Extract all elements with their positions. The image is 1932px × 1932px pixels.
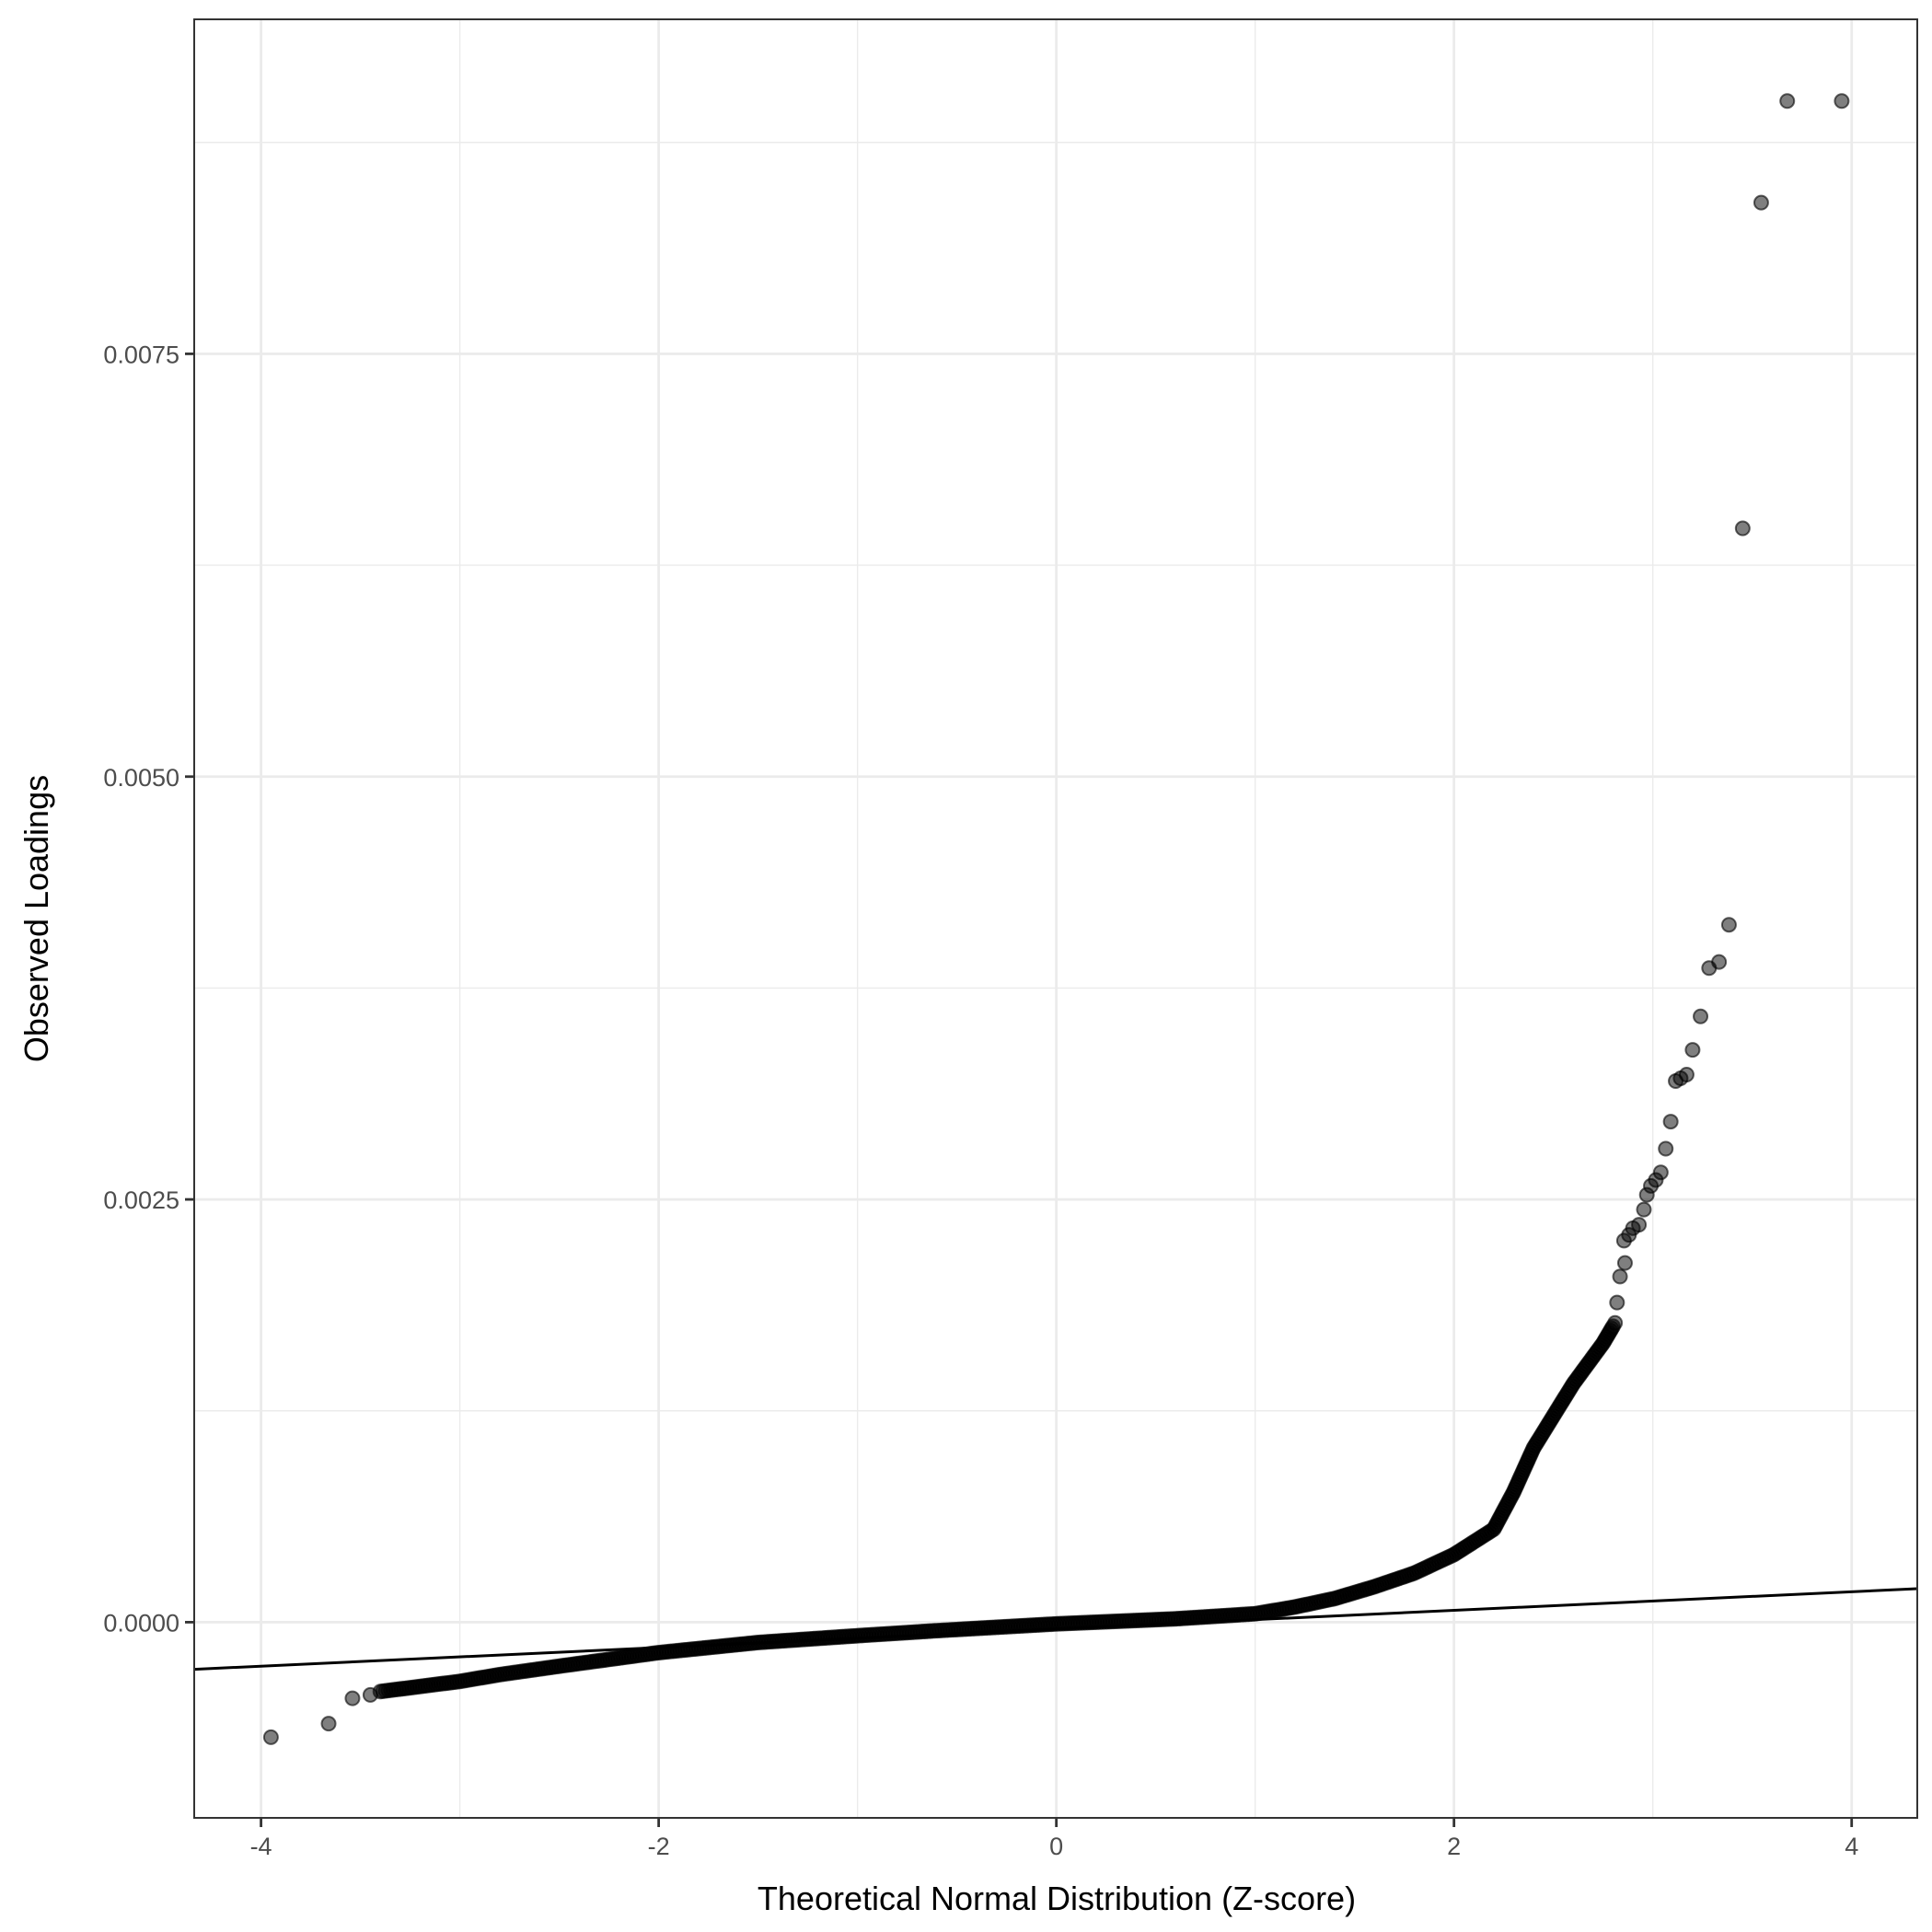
data-point [1711,954,1728,970]
y-tick-label: 0.0075 [103,341,179,368]
data-point [262,1729,279,1745]
data-points [262,93,1850,1745]
data-point [1662,1114,1679,1130]
data-point [1636,1201,1652,1218]
data-point [1834,93,1850,110]
data-point [1652,1164,1669,1181]
data-point [1612,1268,1628,1285]
data-point [1779,93,1796,110]
y-axis-title: Observed Loadings [17,775,55,1062]
reference-line [193,1587,1918,1672]
x-tick-label: -4 [250,1833,272,1860]
y-tick-label: 0.0050 [103,764,179,792]
data-point [1693,1008,1709,1024]
x-axis-title: Theoretical Normal Distribution (Z-score… [758,1880,1356,1917]
data-point [362,1686,378,1703]
data-point [1684,1042,1701,1059]
data-point [1678,1066,1695,1082]
data-point [1720,917,1737,933]
data-point [1658,1140,1674,1157]
data-point [1616,1255,1633,1271]
data-point [1753,194,1769,211]
data-point [1734,520,1751,537]
x-tick-label: 2 [1447,1833,1461,1860]
x-tick-label: 0 [1049,1833,1063,1860]
x-tick-label: -2 [648,1833,670,1860]
data-point [320,1716,337,1732]
data-point [344,1690,361,1706]
y-tick-label: 0.0025 [103,1186,179,1214]
data-point [1609,1294,1625,1311]
axis-ticks: -4 -2 0 2 4 0.0000 0.0025 0.0050 0.0075 [103,341,1858,1860]
data-point [1607,1314,1624,1331]
x-tick-label: 4 [1845,1833,1858,1860]
y-tick-label: 0.0000 [103,1609,179,1637]
data-point [1631,1217,1648,1233]
